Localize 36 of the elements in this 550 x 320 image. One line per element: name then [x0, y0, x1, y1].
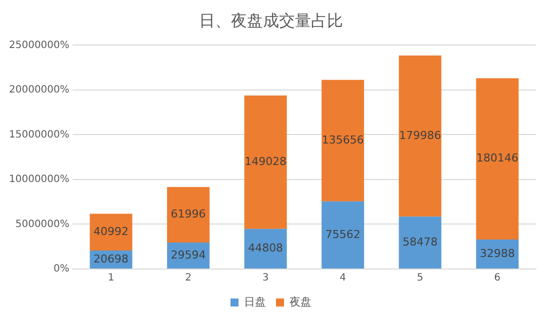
- x-tick-label: 5: [416, 272, 424, 284]
- data-label: 20698: [94, 252, 129, 266]
- data-label: 61996: [170, 208, 206, 221]
- data-label: 29594: [170, 248, 206, 262]
- bar: [322, 201, 364, 268]
- y-tick-label: 10000000%: [8, 174, 70, 186]
- legend-label: 夜盘: [290, 295, 312, 308]
- data-label: 44808: [248, 242, 284, 255]
- x-tick-label: 6: [494, 272, 501, 284]
- data-label: 32988: [480, 246, 515, 260]
- data-label: 180146: [476, 152, 518, 165]
- bar: [244, 228, 287, 268]
- bar: [167, 187, 210, 243]
- legend-label: 日盘: [244, 295, 266, 308]
- bar: [398, 216, 442, 268]
- data-label: 75562: [325, 228, 360, 241]
- data-label: 179986: [399, 128, 442, 142]
- bar: [398, 56, 442, 217]
- bar: [90, 214, 132, 250]
- y-tick-label: 25000000%: [8, 40, 70, 51]
- data-label: 58478: [402, 235, 438, 248]
- x-tick-label: 3: [262, 272, 269, 284]
- data-label: 40992: [94, 224, 129, 238]
- data-label: 135656: [322, 133, 364, 146]
- chart-title: 日、夜盘成交量占比: [199, 10, 343, 30]
- x-tick-label: 2: [185, 272, 192, 284]
- y-tick-label: 15000000%: [8, 129, 70, 140]
- bar: [244, 95, 287, 229]
- data-label: 149028: [244, 155, 287, 168]
- x-tick-label: 1: [108, 272, 114, 284]
- y-tick-label: 0%: [54, 264, 70, 275]
- bar: [322, 80, 364, 202]
- x-tick-label: 4: [340, 272, 346, 284]
- y-tick-label: 20000000%: [8, 84, 70, 96]
- y-tick-label: 5000000%: [15, 218, 70, 230]
- bar: [476, 78, 519, 240]
